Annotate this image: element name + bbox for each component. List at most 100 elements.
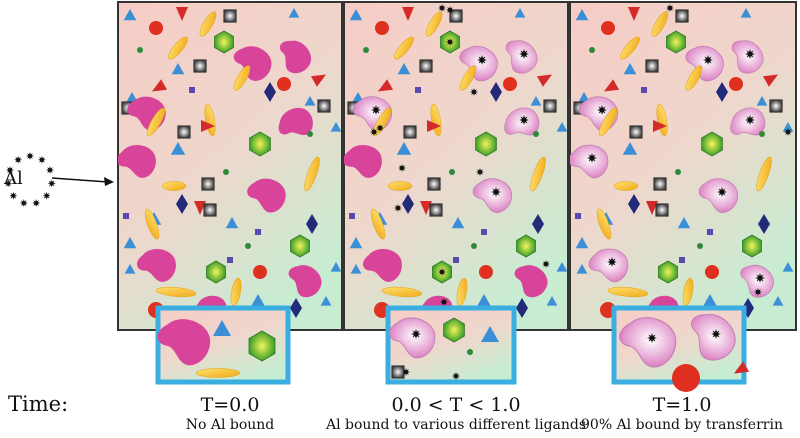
triangle-ligand <box>578 92 590 102</box>
diamond-ligand <box>758 214 770 234</box>
triangle-ligand <box>250 294 266 307</box>
triangle-ligand <box>349 237 363 249</box>
triangle-ligand <box>622 142 638 155</box>
al-ion <box>371 105 381 115</box>
hexagon-ligand <box>248 330 276 362</box>
grey-square-ligand <box>201 177 215 191</box>
triangle-ligand <box>530 96 542 106</box>
red-circle-ligand <box>729 77 743 91</box>
small-square-ligand <box>707 229 713 235</box>
green-dot-ligand <box>589 47 595 53</box>
green-dot-ligand <box>307 131 313 137</box>
grey-square-ligand <box>429 203 443 217</box>
ellipse-ligand <box>598 107 618 137</box>
al-ion <box>6 166 14 174</box>
red-circle-ligand <box>375 21 389 35</box>
green-dot-ligand <box>697 243 703 249</box>
al-ion <box>47 179 56 188</box>
green-dot-ligand <box>467 349 473 355</box>
hexagon-ligand <box>214 30 234 54</box>
al-ion <box>755 273 765 283</box>
diamond-ligand <box>176 194 188 214</box>
small-square-ligand <box>415 87 421 93</box>
triangle-ligand <box>352 92 364 102</box>
red-triangle-ligand <box>194 201 206 215</box>
hexagon-ligand <box>443 317 465 343</box>
red-triangle-ligand <box>603 79 620 92</box>
panel-t1-shapes <box>570 4 794 322</box>
triangle-ligand <box>320 296 332 306</box>
grey-square-ligand <box>629 125 643 139</box>
al-ion <box>398 164 406 172</box>
red-triangle-ligand <box>628 7 640 21</box>
protein-bean <box>118 144 156 178</box>
grey-square-ligand <box>655 203 669 217</box>
diamond-ligand <box>264 82 276 102</box>
stage-title-t-mid: 0.0 < T < 1.0 <box>391 394 521 416</box>
grey-square-ligand <box>675 9 689 23</box>
al-ion <box>376 124 384 132</box>
triangle-ligand <box>476 294 492 307</box>
small-square-ligand <box>641 87 647 93</box>
al-ion <box>438 4 446 12</box>
red-circle-ligand <box>601 21 615 35</box>
triangle-ligand <box>349 9 363 21</box>
green-dot-ligand <box>471 243 477 249</box>
inset-t0 <box>155 305 291 385</box>
al-ion <box>587 153 597 163</box>
al-ion <box>647 333 657 343</box>
grey-square-ligand <box>177 125 191 139</box>
al-ion <box>784 128 792 136</box>
protein-bean <box>247 178 286 213</box>
grey-square-ligand <box>645 59 659 73</box>
protein-bean <box>362 248 402 282</box>
al-ion <box>37 155 46 164</box>
green-dot-ligand <box>245 243 251 249</box>
ellipse-ligand <box>459 65 477 91</box>
al-ion <box>446 6 454 14</box>
al-ion <box>607 257 617 267</box>
al-ion <box>46 166 54 174</box>
hexagon-ligand <box>658 260 678 284</box>
al-ion <box>452 372 460 380</box>
red-triangle-ligand <box>733 361 750 374</box>
small-square-ligand <box>453 257 459 263</box>
al-ion <box>370 128 378 136</box>
triangle-ligand <box>396 142 412 155</box>
inset-t1 <box>611 305 750 392</box>
hexagon-ligand <box>516 234 536 258</box>
stage-caption-t-mid: Al bound to various different ligands <box>326 417 587 433</box>
ellipse-ligand <box>304 156 320 192</box>
triangle-ligand <box>740 8 752 18</box>
protein-bean <box>344 144 382 178</box>
triangle-ligand <box>481 326 499 342</box>
protein-bean <box>288 265 322 298</box>
al-ion <box>14 155 23 164</box>
al-ion <box>438 268 446 276</box>
hexagon-ligand <box>290 234 310 258</box>
triangle-ligand <box>225 217 239 229</box>
al-ion <box>470 88 478 96</box>
triangle-ligand <box>330 122 342 132</box>
protein-bean <box>588 248 629 283</box>
inset-t-mid <box>385 305 517 385</box>
triangle-ligand <box>350 264 362 274</box>
grey-square-ligand <box>449 9 463 23</box>
triangle-ligand <box>451 217 465 229</box>
hexagon-ligand <box>206 260 226 284</box>
ellipse-ligand <box>607 286 649 298</box>
small-square-ligand <box>123 213 129 219</box>
protein-bean <box>459 45 498 82</box>
red-triangle-ligand <box>536 74 553 87</box>
triangle-ligand <box>782 262 794 272</box>
red-triangle-ligand <box>402 7 414 21</box>
grey-square-ligand <box>419 59 433 73</box>
ellipse-ligand <box>146 107 166 137</box>
red-triangle-ligand <box>310 74 327 87</box>
al-ion <box>477 55 487 65</box>
triangle-ligand <box>702 294 718 307</box>
protein-bean <box>740 264 774 298</box>
al-ion <box>491 187 501 197</box>
al-ion <box>703 55 713 65</box>
